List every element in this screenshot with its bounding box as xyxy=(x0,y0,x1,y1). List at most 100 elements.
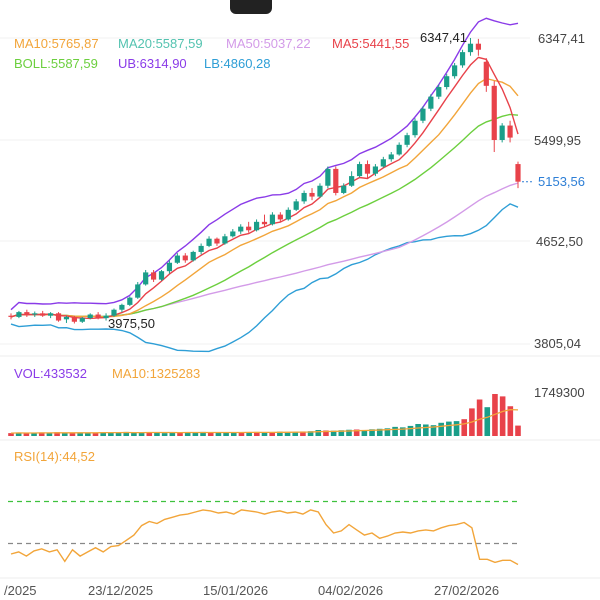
ma10-line xyxy=(10,77,519,318)
volume-bar xyxy=(376,428,383,436)
volume-bar xyxy=(399,427,406,436)
volume-bar xyxy=(154,432,160,436)
candle-body xyxy=(317,185,323,197)
volume-bar xyxy=(330,430,337,436)
candle-body xyxy=(412,120,418,136)
volume-bar xyxy=(261,432,268,436)
volume-bar xyxy=(23,433,30,436)
candle-body xyxy=(119,304,125,310)
candle-body xyxy=(71,316,77,322)
volume-bar xyxy=(269,432,275,436)
volume-bar xyxy=(200,431,206,436)
ma50-line xyxy=(10,182,519,318)
candle-body xyxy=(459,52,466,66)
candle-body xyxy=(452,65,458,77)
volume-bar xyxy=(323,430,329,436)
candle-body xyxy=(24,312,30,316)
bollinger-upper-line xyxy=(10,17,519,311)
legend-ma5: MA5:5441,55 xyxy=(332,36,410,51)
date-label: /2025 xyxy=(4,583,37,598)
volume-bar xyxy=(46,433,53,436)
volume-bar xyxy=(131,432,137,436)
volume-bar xyxy=(215,432,222,436)
volume-bar xyxy=(438,422,444,436)
interval-tab-selected[interactable] xyxy=(230,0,272,14)
candle-body xyxy=(380,159,386,167)
legend-ma50: MA50:5037,22 xyxy=(226,36,311,51)
high-annotation: 6347,41 xyxy=(420,30,467,45)
candle-body xyxy=(491,85,497,140)
date-label: 23/12/2025 xyxy=(88,583,154,598)
price-axis-tick: 5499,95 xyxy=(534,133,581,148)
rsi-line xyxy=(10,509,519,566)
candle-body xyxy=(364,164,371,174)
candle-body xyxy=(158,271,165,280)
volume-bar xyxy=(100,432,106,436)
candle-body xyxy=(246,226,252,231)
volume-bar xyxy=(238,432,245,436)
volume-bar xyxy=(369,429,375,436)
volume-bar xyxy=(223,432,229,436)
candle-body xyxy=(507,125,513,138)
bollinger-lower-line xyxy=(10,203,519,353)
volume-bar xyxy=(499,396,506,436)
candle-body xyxy=(103,315,109,319)
price-axis-bottom: 3805,04 xyxy=(534,336,581,351)
candle-body xyxy=(333,168,339,193)
volume-bar xyxy=(484,407,491,436)
volume-bar xyxy=(307,431,314,436)
candle-body xyxy=(214,238,220,244)
candle-body xyxy=(230,231,236,237)
candle-body xyxy=(127,297,133,305)
volume-bar xyxy=(184,432,191,436)
candle-body xyxy=(428,96,434,109)
price-axis-tick: 4652,50 xyxy=(536,234,583,249)
legend-boll: BOLL:5587,59 xyxy=(14,56,98,71)
date-label: 27/02/2026 xyxy=(434,583,500,598)
candle-body xyxy=(269,214,276,225)
volume-bar xyxy=(430,425,437,436)
candle-body xyxy=(79,318,85,322)
candle-body xyxy=(63,316,70,320)
volume-bar xyxy=(69,432,76,436)
volume-bar xyxy=(123,431,130,436)
candle-body xyxy=(349,176,355,186)
volume-bar xyxy=(246,432,252,436)
candle-body xyxy=(16,312,22,317)
candle-body xyxy=(444,76,450,88)
volume-bar xyxy=(384,428,391,436)
price-axis-top: 6347,41 xyxy=(538,31,585,46)
volume-bar xyxy=(292,432,299,436)
candle-body xyxy=(143,272,149,285)
volume-bar xyxy=(192,432,199,436)
legend-vol: VOL:433532 xyxy=(14,366,88,381)
candle-body xyxy=(182,255,188,261)
volume-bar xyxy=(423,424,429,436)
candle-body xyxy=(238,226,244,232)
candle-body xyxy=(388,154,394,160)
volume-bar xyxy=(446,421,452,436)
volume-bar xyxy=(277,431,283,436)
legend-ma10: MA10:5765,87 xyxy=(14,36,99,51)
volume-bar xyxy=(476,399,483,436)
volume-bar xyxy=(108,432,114,436)
volume-bar xyxy=(61,432,68,436)
candle-body xyxy=(467,43,474,53)
volume-bar xyxy=(515,425,521,436)
candle-body xyxy=(515,164,521,182)
candle-body xyxy=(135,284,141,298)
volume-bar xyxy=(338,430,345,436)
candle-body xyxy=(499,125,505,140)
legend-vol-ma10: MA10:1325283 xyxy=(112,366,201,381)
volume-bar xyxy=(169,432,176,436)
candle-body xyxy=(341,185,347,193)
volume-bar xyxy=(346,429,352,436)
candle-body xyxy=(55,313,62,321)
volume-bar xyxy=(415,423,421,436)
candle-body xyxy=(95,314,101,319)
ma5-line xyxy=(10,56,519,320)
volume-bar xyxy=(54,432,60,436)
volume-bar xyxy=(15,432,22,436)
candle-body xyxy=(48,313,54,316)
